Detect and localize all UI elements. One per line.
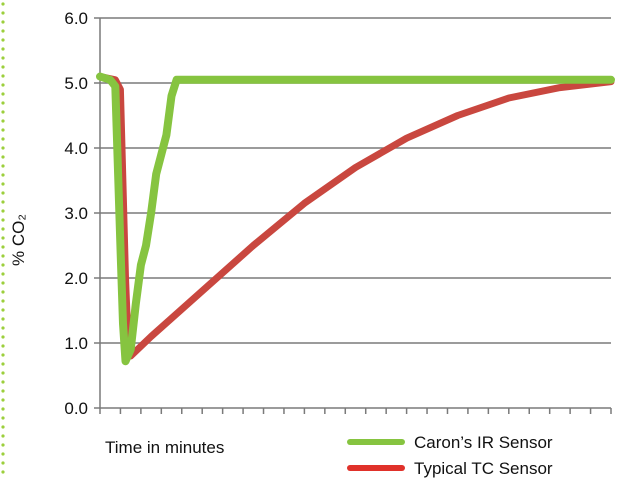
y-tick-label: 5.0: [64, 74, 88, 93]
border-dot: [1, 227, 5, 231]
border-dot: [1, 344, 5, 348]
border-dot: [1, 182, 5, 186]
border-dot: [1, 317, 5, 321]
legend-label: Typical TC Sensor: [414, 459, 553, 478]
border-dot: [1, 101, 5, 105]
x-axis: [99, 18, 612, 414]
y-tick-label: 1.0: [64, 334, 88, 353]
border-dot: [1, 416, 5, 420]
border-dot: [1, 290, 5, 294]
border-dot: [1, 155, 5, 159]
legend-label: Caron’s IR Sensor: [414, 433, 553, 452]
border-dot: [1, 200, 5, 204]
border-dot: [1, 425, 5, 429]
series-lines: [96, 72, 615, 366]
border-dot: [1, 47, 5, 51]
border-dot: [1, 443, 5, 447]
border-dot: [1, 56, 5, 60]
border-dot: [1, 335, 5, 339]
border-dot: [1, 308, 5, 312]
border-dot: [1, 92, 5, 96]
border-dot: [1, 407, 5, 411]
border-dot: [1, 272, 5, 276]
border-dot: [1, 254, 5, 258]
border-dot: [1, 65, 5, 69]
x-axis-title: Time in minutes: [105, 438, 224, 457]
border-dot: [1, 38, 5, 42]
y-tick-labels: 0.0 1.0 2.0 3.0 4.0 5.0 6.0: [64, 9, 88, 418]
border-dot: [1, 452, 5, 456]
border-dot: [1, 263, 5, 267]
border-dot: [1, 245, 5, 249]
border-dot: [1, 398, 5, 402]
border-dot: [1, 119, 5, 123]
border-dot: [1, 281, 5, 285]
border-dot: [1, 173, 5, 177]
y-tick-label: 2.0: [64, 269, 88, 288]
series-line-tc-sensor: [96, 73, 615, 360]
border-dot: [1, 128, 5, 132]
border-dot: [1, 164, 5, 168]
border-dot: [1, 29, 5, 33]
border-dot: [1, 371, 5, 375]
border-dot: [1, 380, 5, 384]
border-dot: [1, 326, 5, 330]
series-line-ir-sensor: [96, 72, 615, 366]
border-dot: [1, 470, 5, 474]
border-dot: [1, 11, 5, 15]
y-tick-label: 0.0: [64, 399, 88, 418]
border-dot: [1, 236, 5, 240]
border-dot: [1, 218, 5, 222]
dotted-border: [1, 2, 5, 474]
y-tick-label: 4.0: [64, 139, 88, 158]
border-dot: [1, 137, 5, 141]
border-dot: [1, 110, 5, 114]
border-dot: [1, 209, 5, 213]
y-axis-title: % CO₂: [9, 214, 28, 266]
border-dot: [1, 191, 5, 195]
border-dot: [1, 362, 5, 366]
border-dot: [1, 299, 5, 303]
border-dot: [1, 461, 5, 465]
y-tick-label: 6.0: [64, 9, 88, 28]
legend: Caron’s IR Sensor Typical TC Sensor: [347, 433, 553, 478]
border-dot: [1, 74, 5, 78]
border-dot: [1, 83, 5, 87]
border-dot: [1, 389, 5, 393]
y-tick-label: 3.0: [64, 204, 88, 223]
border-dot: [1, 434, 5, 438]
border-dot: [1, 20, 5, 24]
border-dot: [1, 353, 5, 357]
border-dot: [1, 2, 5, 6]
border-dot: [1, 146, 5, 150]
